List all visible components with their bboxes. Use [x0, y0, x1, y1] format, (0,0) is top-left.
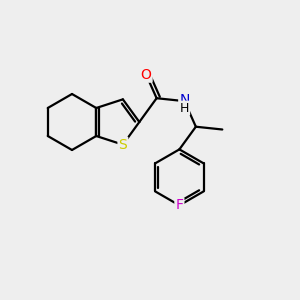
- Text: O: O: [141, 68, 152, 82]
- Text: F: F: [176, 198, 183, 212]
- Text: H: H: [180, 102, 189, 115]
- Text: S: S: [118, 138, 127, 152]
- Text: N: N: [179, 93, 190, 107]
